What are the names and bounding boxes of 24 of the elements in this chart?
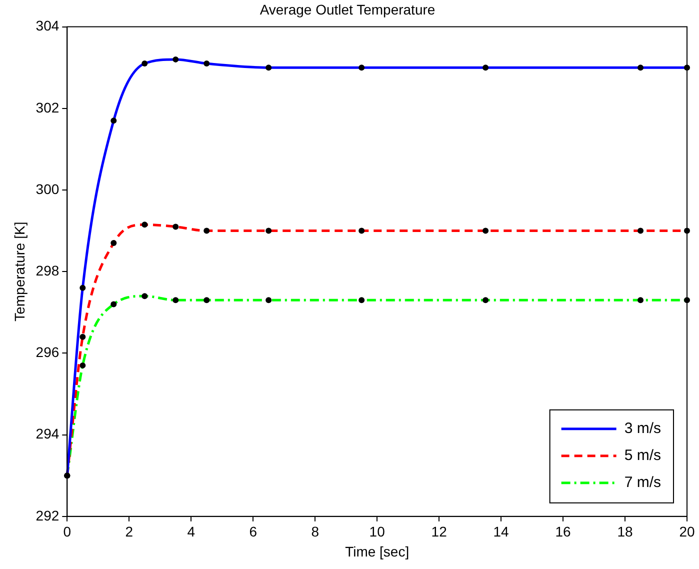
y-tick-label: 300	[36, 180, 60, 197]
y-tick-label: 302	[36, 99, 60, 116]
x-tick-label: 6	[249, 524, 258, 540]
chart-title: Average Outlet Temperature	[260, 1, 436, 18]
x-tick-label: 0	[63, 524, 72, 540]
y-tick-label: 292	[36, 507, 60, 524]
x-tick-label: 16	[555, 524, 572, 540]
x-tick-label: 12	[431, 524, 448, 540]
x-tick-label: 10	[369, 524, 386, 540]
x-tick-label: 4	[187, 524, 196, 540]
legend-label: 5 m/s	[624, 447, 662, 464]
y-tick-label: 304	[36, 18, 60, 34]
y-tick-label: 298	[36, 262, 60, 278]
x-tick-label: 14	[493, 524, 510, 540]
x-tick-label: 2	[125, 524, 134, 540]
y-axis-title: Temperature [K]	[11, 222, 28, 322]
x-tick-label: 18	[617, 524, 634, 540]
y-tick-label: 296	[36, 344, 60, 360]
legend-label: 3 m/s	[624, 420, 662, 438]
x-axis-title: Time [sec]	[345, 543, 410, 560]
x-tick-label: 8	[311, 524, 320, 540]
legend-label: 7 m/s	[624, 474, 662, 492]
y-tick-label: 294	[36, 426, 60, 442]
x-tick-label: 20	[679, 524, 695, 540]
